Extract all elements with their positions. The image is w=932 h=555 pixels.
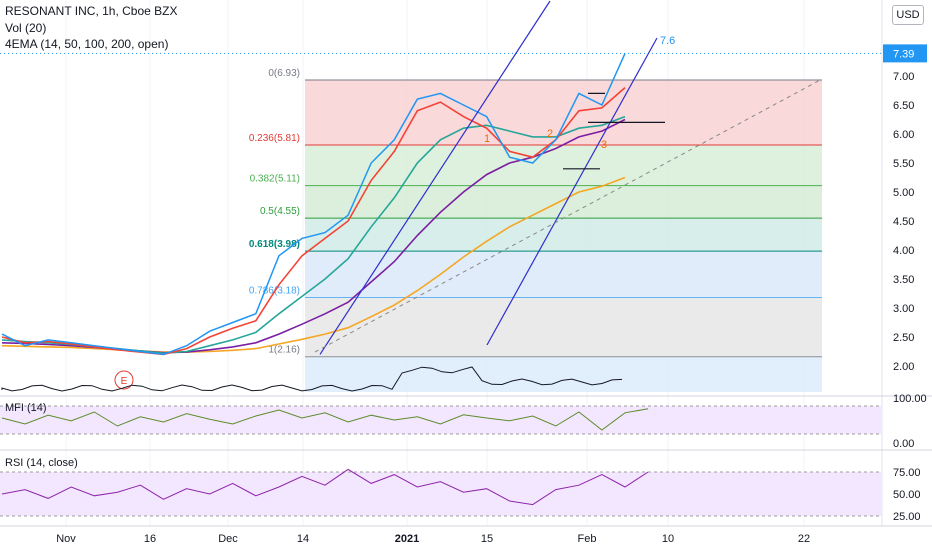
rsi-band <box>0 472 882 516</box>
rsi-legend: RSI (14, close) <box>5 457 78 469</box>
fib-zone <box>305 251 822 298</box>
earnings-marker <box>114 370 134 390</box>
mfi-legend: MFI (14) <box>5 402 47 414</box>
last-price-tag-bg <box>883 44 927 63</box>
rsi-axis-tick: 25.00 <box>893 511 921 523</box>
mfi-line <box>1 408 649 431</box>
fib-zone <box>305 297 822 357</box>
rsi-line <box>1 468 649 506</box>
fib-zone <box>305 356 822 392</box>
fib-zone <box>305 145 822 186</box>
ema-legend[interactable]: 4EMA (14, 50, 100, 200, open) <box>5 37 169 51</box>
volume-ma-line <box>1 366 623 392</box>
mfi-band <box>0 406 882 434</box>
price-axis-tick: 4.50 <box>893 216 914 228</box>
price-axis-tick: 5.50 <box>893 158 914 170</box>
mfi-axis-tick: 100.00 <box>893 393 927 405</box>
rsi-axis-tick: 50.00 <box>893 489 921 501</box>
wave-label: 2 <box>547 128 553 140</box>
fib-zone <box>305 218 822 252</box>
time-axis-tick: 16 <box>144 533 156 545</box>
fib-zone <box>305 80 822 146</box>
channel-lower-line <box>486 37 658 346</box>
fib-level-label: 0(6.93) <box>268 68 300 79</box>
time-axis-tick: 14 <box>297 533 309 545</box>
price-line <box>1 53 626 356</box>
price-axis-tick: 4.00 <box>893 245 914 257</box>
time-axis-tick: Nov <box>56 533 76 545</box>
price-axis-tick: 3.50 <box>893 274 914 286</box>
fib-level-label: 1(2.16) <box>268 345 300 356</box>
earnings-marker-label: E <box>121 376 128 387</box>
symbol-title: RESONANT INC, 1h, Cboe BZX <box>5 4 178 18</box>
fib-level-label: 0.5(4.55) <box>260 206 300 217</box>
last-price-tag: 7.39 <box>893 48 914 60</box>
price-axis-tick: 6.50 <box>893 100 914 112</box>
target-label: 7.6 <box>660 35 675 47</box>
price-axis-tick: 2.50 <box>893 332 914 344</box>
ema-14-line <box>1 86 626 356</box>
time-axis-tick: Dec <box>218 533 238 545</box>
fib-level-label: 0.236(5.81) <box>249 133 300 144</box>
price-axis-tick: 2.00 <box>893 361 914 373</box>
wave-label: 3 <box>601 139 607 151</box>
price-axis-tick: 5.00 <box>893 187 914 199</box>
time-axis-tick: 15 <box>481 533 493 545</box>
rsi-axis-tick: 75.00 <box>893 467 921 479</box>
fib-level-label: 0.618(3.98) <box>249 239 300 250</box>
volume-legend[interactable]: Vol (20) <box>5 21 47 35</box>
price-axis-tick: 3.00 <box>893 303 914 315</box>
price-axis-tick: 6.00 <box>893 129 914 141</box>
currency-button[interactable]: USD <box>892 5 924 25</box>
ema-200-line <box>1 176 626 353</box>
time-axis-tick: 10 <box>662 533 674 545</box>
wave-label: 1 <box>484 133 490 145</box>
time-axis-tick: 22 <box>798 533 810 545</box>
channel-upper-line <box>319 0 551 355</box>
time-axis-tick: Feb <box>578 533 597 545</box>
mfi-axis-tick: 0.00 <box>893 438 914 450</box>
price-axis-tick: 7.00 <box>893 71 914 83</box>
time-axis-tick: 2021 <box>395 533 419 545</box>
fib-level-label: 0.382(5.11) <box>250 174 300 185</box>
